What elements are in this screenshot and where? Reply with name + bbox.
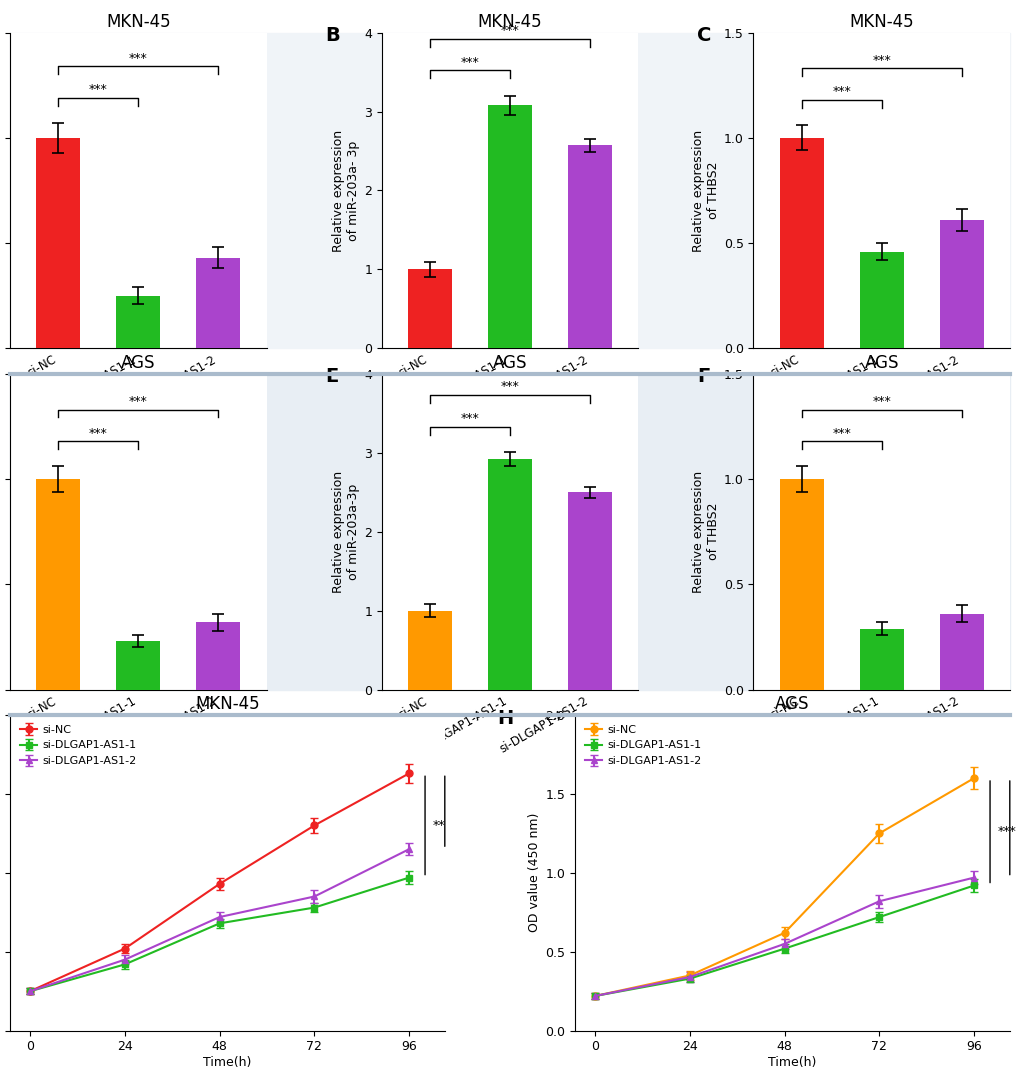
Text: E: E	[325, 368, 338, 386]
Text: H: H	[496, 709, 513, 728]
Legend: si-NC, si-DLGAP1-AS1-1, si-DLGAP1-AS1-2: si-NC, si-DLGAP1-AS1-1, si-DLGAP1-AS1-2	[580, 720, 705, 770]
Bar	[116, 296, 160, 348]
Text: ***: ***	[832, 426, 850, 439]
Text: ***: ***	[128, 52, 148, 65]
Text: ***: ***	[500, 381, 519, 394]
Text: ***: ***	[871, 395, 891, 408]
Bar	[938, 220, 982, 348]
Bar	[779, 478, 822, 690]
Title: MKN-45: MKN-45	[849, 13, 913, 31]
Bar	[938, 614, 982, 690]
Bar	[408, 611, 451, 690]
Text: ***: ***	[89, 426, 108, 439]
Bar	[37, 138, 81, 348]
Bar	[568, 145, 611, 348]
Text: **: **	[432, 819, 445, 832]
Bar	[779, 138, 822, 348]
Bar	[487, 459, 532, 690]
Title: AGS: AGS	[774, 695, 809, 713]
Bar	[408, 269, 451, 348]
Title: MKN-45: MKN-45	[195, 695, 260, 713]
Bar	[197, 622, 240, 690]
Y-axis label: Relative expression
of THBS2: Relative expression of THBS2	[691, 471, 718, 592]
Y-axis label: Relative expression
of miR-203a-3p: Relative expression of miR-203a-3p	[331, 471, 360, 592]
Text: ***: ***	[461, 55, 479, 68]
Bar	[37, 478, 81, 690]
Text: C: C	[696, 26, 711, 46]
Y-axis label: Relative expression
of miR-203a- 3p: Relative expression of miR-203a- 3p	[331, 129, 360, 252]
Text: F: F	[696, 368, 709, 386]
Y-axis label: Relative expression
of THBS2: Relative expression of THBS2	[691, 129, 718, 252]
X-axis label: Time(h): Time(h)	[203, 1057, 252, 1069]
Legend: si-NC, si-DLGAP1-AS1-1, si-DLGAP1-AS1-2: si-NC, si-DLGAP1-AS1-1, si-DLGAP1-AS1-2	[15, 720, 141, 770]
Text: ***: ***	[461, 412, 479, 425]
Text: B: B	[325, 26, 340, 46]
Text: ***: ***	[89, 84, 108, 97]
Text: ***: ***	[500, 24, 519, 37]
Title: AGS: AGS	[121, 354, 156, 372]
Bar	[487, 105, 532, 348]
Title: MKN-45: MKN-45	[477, 13, 542, 31]
Bar	[568, 493, 611, 690]
Text: ***: ***	[128, 395, 148, 408]
Text: ***: ***	[871, 54, 891, 67]
Title: AGS: AGS	[863, 354, 898, 372]
X-axis label: Time(h): Time(h)	[767, 1057, 816, 1069]
Bar	[116, 641, 160, 690]
Bar	[859, 628, 903, 690]
Y-axis label: OD value (450 nm): OD value (450 nm)	[528, 813, 541, 932]
Bar	[859, 252, 903, 348]
Title: AGS: AGS	[492, 354, 527, 372]
Text: ***: ***	[997, 826, 1016, 839]
Bar	[197, 258, 240, 348]
Text: ***: ***	[832, 86, 850, 99]
Title: MKN-45: MKN-45	[106, 13, 170, 31]
